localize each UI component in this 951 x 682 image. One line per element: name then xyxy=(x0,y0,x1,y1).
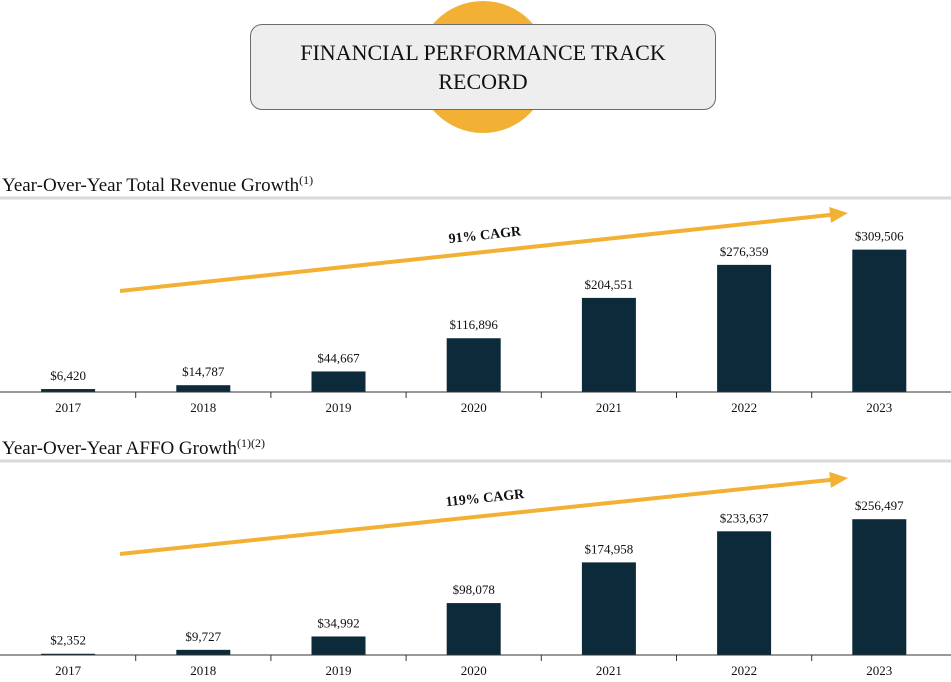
x-tick-label: 2020 xyxy=(461,663,487,678)
bar xyxy=(852,519,907,655)
cagr-annotation: 119% CAGR xyxy=(445,487,526,510)
value-label: $98,078 xyxy=(453,582,495,597)
bar xyxy=(311,371,366,392)
bar xyxy=(41,389,96,392)
x-tick-label: 2018 xyxy=(190,663,216,678)
value-label: $256,497 xyxy=(855,498,904,513)
value-label: $233,637 xyxy=(720,510,769,525)
x-tick-label: 2022 xyxy=(731,663,757,678)
bar xyxy=(41,653,96,655)
bar xyxy=(176,649,231,655)
bar xyxy=(311,636,366,655)
page-title: FINANCIAL PERFORMANCE TRACK RECORD xyxy=(300,40,666,94)
value-label: $204,551 xyxy=(585,277,634,292)
chart-title-text: Year-Over-Year AFFO Growth xyxy=(2,438,237,459)
x-tick-label: 2017 xyxy=(55,400,82,415)
header-box: FINANCIAL PERFORMANCE TRACK RECORD xyxy=(250,24,716,110)
value-label: $309,506 xyxy=(855,229,904,244)
x-tick-label: 2022 xyxy=(731,400,757,415)
x-tick-label: 2023 xyxy=(866,663,892,678)
x-tick-label: 2019 xyxy=(326,400,352,415)
cagr-arrowhead xyxy=(829,471,848,488)
x-tick-label: 2019 xyxy=(326,663,352,678)
x-tick-label: 2020 xyxy=(461,400,487,415)
bar xyxy=(176,385,231,392)
x-tick-label: 2021 xyxy=(596,663,622,678)
value-label: $44,667 xyxy=(317,350,360,365)
cagr-arrow xyxy=(119,212,835,293)
bar xyxy=(581,562,636,655)
value-label: $34,992 xyxy=(317,615,359,630)
chart-title-note: (1) xyxy=(299,173,313,187)
value-label: $116,896 xyxy=(450,317,499,332)
chart-title: Year-Over-Year Total Revenue Growth(1) xyxy=(2,173,313,197)
value-label: $2,352 xyxy=(50,633,86,648)
bar xyxy=(581,297,636,392)
x-tick-label: 2023 xyxy=(866,400,892,415)
value-label: $174,958 xyxy=(585,541,634,556)
cagr-arrowhead xyxy=(829,206,848,223)
x-tick-label: 2018 xyxy=(190,400,216,415)
chart-title-text: Year-Over-Year Total Revenue Growth xyxy=(2,175,300,196)
x-tick-label: 2021 xyxy=(596,400,622,415)
value-label: $9,727 xyxy=(185,629,221,644)
bar xyxy=(717,264,772,392)
value-label: $6,420 xyxy=(50,368,86,383)
cagr-annotation: 91% CAGR xyxy=(448,224,523,247)
value-label: $14,787 xyxy=(182,364,225,379)
chart-title: Year-Over-Year AFFO Growth(1)(2) xyxy=(2,436,265,460)
bar xyxy=(852,249,907,392)
value-label: $276,359 xyxy=(720,244,769,259)
chart-title-note: (1)(2) xyxy=(237,436,265,450)
x-tick-label: 2017 xyxy=(55,663,82,678)
cagr-arrow xyxy=(119,477,835,556)
bar xyxy=(446,603,501,655)
bar xyxy=(446,338,501,392)
bar xyxy=(717,531,772,655)
